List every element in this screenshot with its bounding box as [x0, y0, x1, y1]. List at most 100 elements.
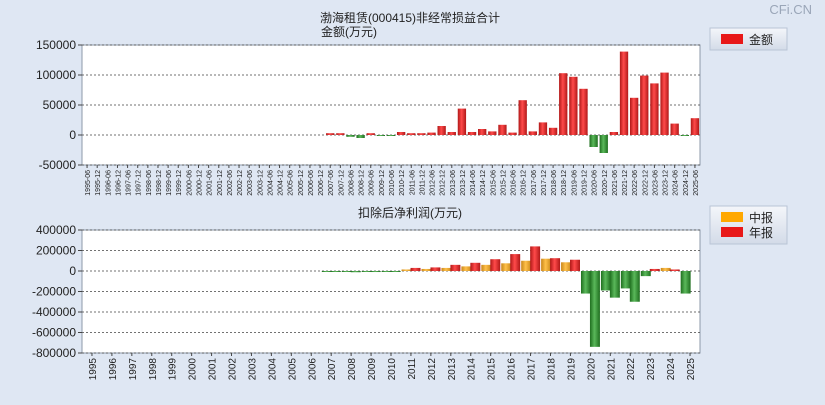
chart1-bar [457, 108, 467, 135]
chart2-bar-interim [640, 271, 651, 277]
chart1-xtick-label: 2007-06 [328, 170, 335, 196]
chart1-xtick-label: 2019-12 [581, 170, 588, 196]
chart2-bar-interim [361, 271, 372, 272]
chart2-xtick-label: 2004 [267, 358, 278, 381]
chart2-legend-label-interim: 中报 [749, 210, 773, 225]
chart1-xtick-label: 1999-06 [166, 170, 173, 196]
chart1-xtick-label: 2024-06 [673, 170, 680, 196]
chart2-xtick-label: 2019 [566, 358, 577, 381]
chart1-bar [437, 126, 446, 135]
chart1-xtick-label: 2010-06 [389, 170, 396, 196]
chart2-bar-annual [350, 271, 361, 273]
chart1-xtick-label: 1996-06 [105, 170, 112, 196]
chart1-xtick-label: 2017-12 [541, 170, 548, 196]
chart1-xtick-label: 2005-12 [298, 170, 305, 196]
chart0-ytick-label: -50000 [39, 158, 77, 172]
chart1-xtick-label: 2016-06 [511, 170, 518, 196]
chart1-xtick-label: 2003-12 [257, 170, 264, 196]
chart1-bar [548, 127, 558, 135]
chart1-ytick-label: -600000 [32, 326, 76, 340]
chart1-bar [447, 132, 456, 135]
chart1-ytick-label: 0 [69, 264, 76, 278]
chart2-xtick-label: 2005 [287, 358, 298, 381]
chart1-bar [376, 135, 386, 136]
chart1-xtick-label: 2008-06 [348, 170, 355, 196]
chart2-xtick-label: 1996 [108, 358, 119, 381]
chart1-xtick-label: 2011-12 [419, 170, 426, 195]
chart1-xtick-label: 2001-06 [207, 170, 214, 196]
chart2-xtick-label: 2003 [247, 358, 258, 381]
chart2-bar-annual [450, 264, 461, 271]
chart1-bar [336, 133, 345, 135]
chart1-bar [650, 83, 659, 135]
chart1-xtick-label: 2016-12 [521, 170, 528, 196]
chart2-bar-interim [321, 271, 332, 272]
chart1-xtick-label: 2018-06 [551, 170, 558, 196]
chart2-bar-interim [381, 271, 392, 272]
chart2-xtick-label: 1999 [168, 358, 179, 381]
chart1-bar [589, 135, 598, 147]
chart1-xtick-label: 2013-12 [460, 170, 467, 196]
chart1-title: 渤海租赁(000415)非经常损益合计 [320, 10, 500, 25]
chart2-xtick-label: 1997 [128, 358, 139, 381]
chart2-xtick-label: 2000 [188, 358, 199, 381]
chart0-ytick-label: 0 [69, 128, 76, 142]
chart1-bar [356, 135, 365, 138]
chart2-xtick-label: 1998 [148, 358, 159, 381]
chart1-xtick-label: 2002-06 [227, 170, 234, 196]
chart2-xtick-label: 2009 [367, 358, 378, 381]
chart2-bar-interim [501, 263, 512, 271]
chart2-bar-annual [530, 246, 541, 271]
chart2-bar-interim [481, 264, 492, 271]
chart2-plot: 400000 200000 0 -200000 -400000 -600000 -80000… [32, 223, 701, 381]
chart1-bar [467, 132, 477, 135]
chart2-bar-annual [410, 267, 421, 271]
chart2-xtick-label: 2017 [527, 358, 538, 381]
chart1-xtick-label: 2021-12 [622, 170, 629, 196]
chart2-xtick-label: 2007 [327, 358, 338, 381]
chart1-xtick-label: 2020-12 [602, 170, 609, 196]
chart1-legend: 金额 [709, 27, 788, 51]
chart2-bar-interim [580, 271, 591, 294]
chart1-xtick-label: 2010-12 [399, 170, 406, 196]
chart2-bar-annual [669, 269, 680, 271]
chart1-bar [488, 131, 497, 135]
chart2-bar-annual [570, 259, 580, 271]
chart1-xtick-label: 1995-12 [95, 170, 102, 196]
chart1-xtick-label: 2000-12 [197, 170, 204, 196]
chart1-bar [538, 122, 548, 135]
chart2-legend-swatch-annual [721, 227, 743, 237]
chart2-bar-interim [620, 271, 631, 289]
chart1-bar [518, 100, 527, 135]
chart2-xtick-label: 2014 [467, 358, 478, 381]
chart1-bar [396, 132, 406, 135]
chart1-xtick-label: 2015-12 [500, 170, 507, 196]
chart1-bar [559, 73, 568, 135]
chart2-bar-interim [341, 271, 352, 272]
chart0-ytick-label: 50000 [43, 98, 77, 112]
chart2-bar-interim [441, 267, 452, 271]
chart1-bar [498, 124, 507, 135]
chart1-xtick-label: 1997-06 [126, 170, 133, 196]
chart2-xtick-label: 2023 [646, 358, 657, 381]
chart2-xtick-label: 2018 [546, 358, 557, 381]
chart1-bar [640, 75, 649, 135]
chart1-bar [417, 133, 426, 135]
chart1-ytick-label: -200000 [32, 285, 76, 299]
chart1-xtick-label: 2017-06 [531, 170, 538, 196]
chart2-bar-interim [680, 271, 691, 294]
chart1-xtick-label: 2014-12 [480, 170, 487, 196]
chart1-ytick-label: 400000 [36, 223, 76, 237]
chart1-xtick-label: 2009-12 [379, 170, 386, 196]
chart1-legend-label: 金额 [749, 32, 773, 47]
chart1-bar [508, 132, 517, 135]
chart1-bar [386, 135, 396, 136]
chart1-xtick-label: 2015-06 [490, 170, 497, 196]
chart1-legend-swatch [721, 34, 743, 44]
chart1-bar [660, 72, 669, 135]
chart2-bar-annual [609, 271, 620, 298]
chart2-bar-interim [600, 271, 611, 291]
chart1-xtick-label: 2022-12 [642, 170, 649, 196]
chart2-bar-annual [550, 258, 561, 271]
